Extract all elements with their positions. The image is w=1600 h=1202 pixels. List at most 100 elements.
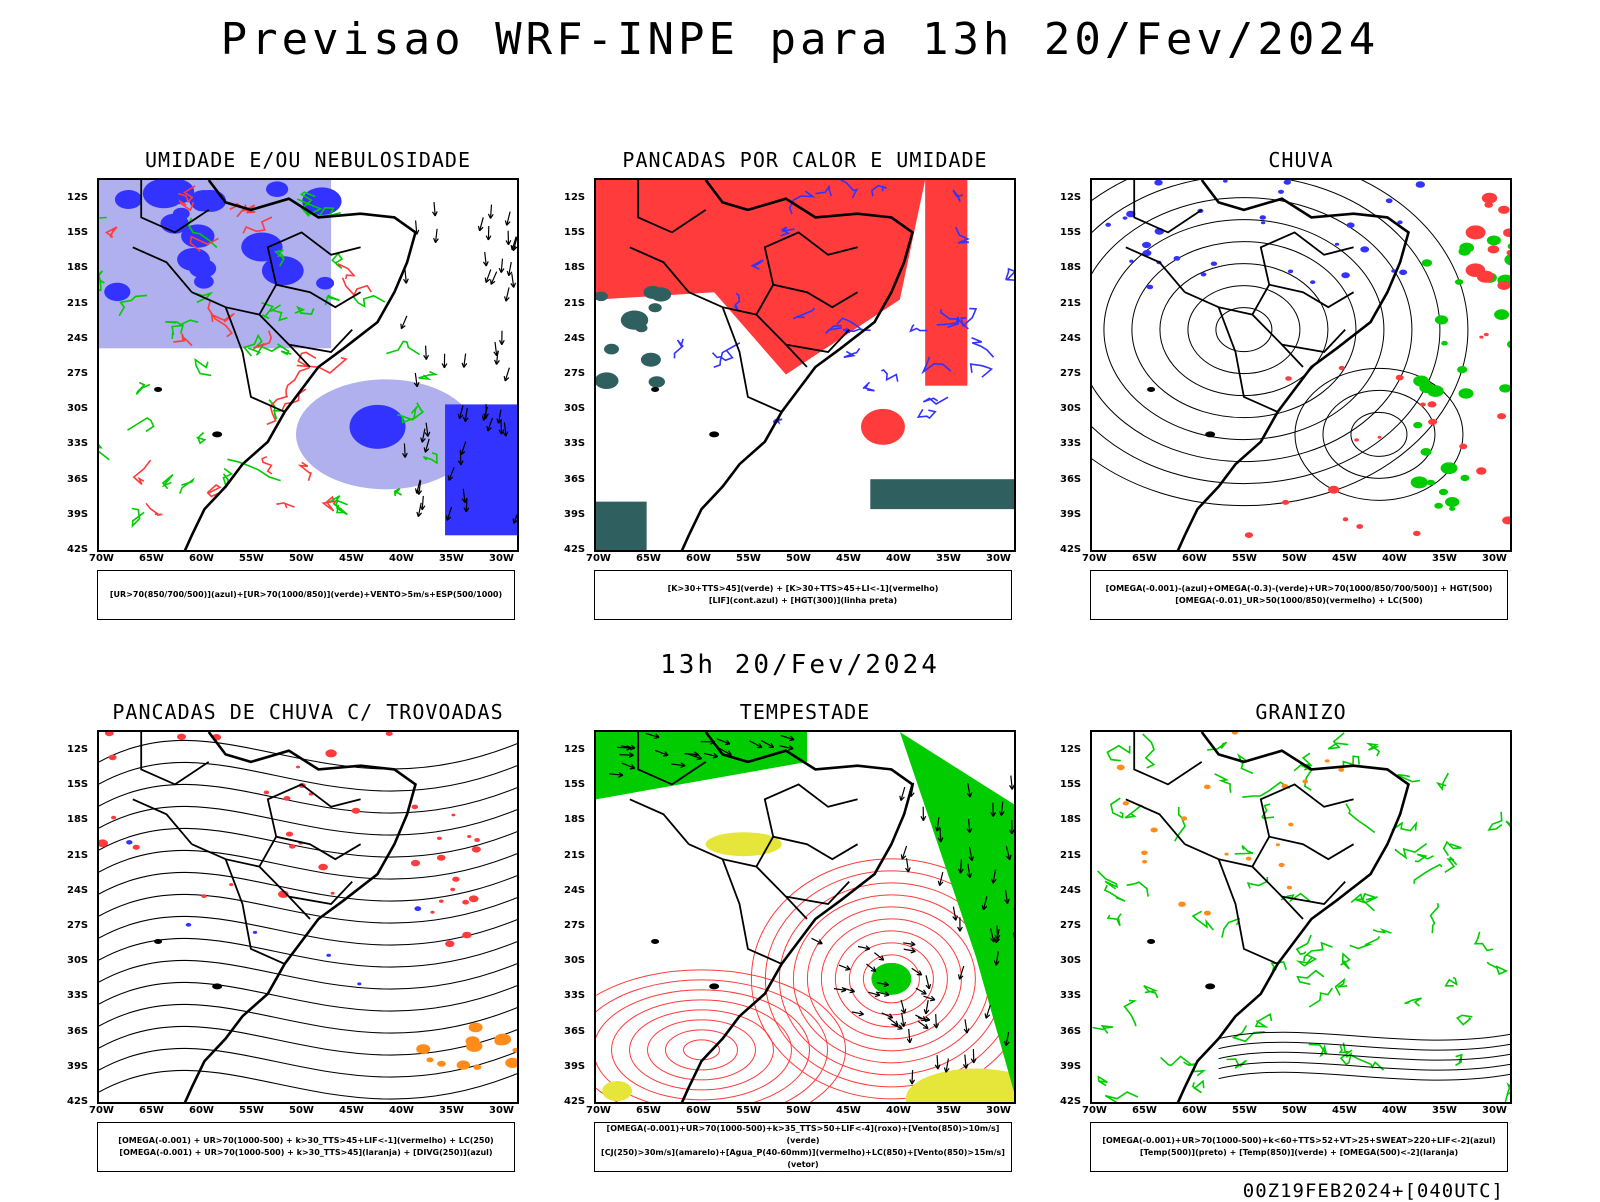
panel-title: CHUVA: [1090, 148, 1512, 172]
legend-line: [UR>70(850/700/500)](azul)+[UR>70(1000/8…: [98, 589, 514, 601]
legend-line: [OMEGA(-0.001)+UR>70(1000-500)+k>35_TTS>…: [595, 1123, 1011, 1147]
panel-legend: [OMEGA(-0.001)-(azul)+OMEGA(-0.3)-(verde…: [1090, 570, 1508, 620]
latitude-tick-label: 30S: [67, 403, 88, 414]
latitude-tick-label: 36S: [67, 474, 88, 485]
latitude-tick-label: 24S: [67, 333, 88, 344]
longitude-tick-label: 30W: [489, 1105, 514, 1116]
longitude-tick-label: 55W: [1232, 1105, 1257, 1116]
longitude-tick-label: 45W: [339, 553, 364, 564]
longitude-tick-label: 55W: [239, 1105, 264, 1116]
longitude-tick-label: 60W: [189, 553, 214, 564]
latitude-tick-label: 36S: [1060, 1026, 1081, 1037]
longitude-tick-label: 50W: [786, 553, 811, 564]
page-title: Previsao WRF-INPE para 13h 20/Fev/2024: [0, 14, 1600, 65]
panel-legend: [OMEGA(-0.001) + UR>70(1000-500) + k>30_…: [97, 1122, 515, 1172]
longitude-tick-label: 60W: [686, 553, 711, 564]
latitude-tick-label: 15S: [67, 779, 88, 790]
panel-legend: [UR>70(850/700/500)](azul)+[UR>70(1000/8…: [97, 570, 515, 620]
longitude-tick-label: 30W: [1482, 1105, 1507, 1116]
legend-line: [OMEGA(-0.001) + UR>70(1000-500) + k>30_…: [98, 1147, 514, 1159]
latitude-tick-label: 33S: [564, 990, 585, 1001]
legend-line: [LIF](cont.azul) + [HGT(300)](linha pret…: [595, 595, 1011, 607]
legend-line: [OMEGA(-0.01)_UR>50(1000/850)(vermelho) …: [1091, 595, 1507, 607]
latitude-tick-label: 12S: [67, 744, 88, 755]
latitude-tick-label: 21S: [1060, 298, 1081, 309]
longitude-tick-label: 30W: [986, 553, 1011, 564]
latitude-tick-label: 18S: [564, 814, 585, 825]
latitude-tick-label: 27S: [67, 920, 88, 931]
legend-line: [Temp(500)](preto) + [Temp(850)](verde) …: [1091, 1147, 1507, 1159]
latitude-tick-label: 33S: [67, 438, 88, 449]
longitude-tick-label: 40W: [1382, 1105, 1407, 1116]
panel-legend: [K>30+TTS>45](verde) + [K>30+TTS>45+LI<-…: [594, 570, 1012, 620]
latitude-tick-label: 24S: [564, 885, 585, 896]
panel-legend: [OMEGA(-0.001)+UR>70(1000-500)+k>35_TTS>…: [594, 1122, 1012, 1172]
weather-map: [97, 730, 519, 1104]
map-canvas: [99, 180, 519, 552]
longitude-tick-label: 40W: [886, 553, 911, 564]
longitude-tick-label: 50W: [289, 1105, 314, 1116]
latitude-tick-label: 21S: [1060, 850, 1081, 861]
longitude-tick-label: 65W: [1132, 1105, 1157, 1116]
longitude-tick-label: 50W: [786, 1105, 811, 1116]
longitude-tick-label: 35W: [936, 1105, 961, 1116]
legend-line: [OMEGA(-0.001)+UR>70(1000-500)+k<60+TTS>…: [1091, 1135, 1507, 1147]
latitude-tick-label: 39S: [1060, 1061, 1081, 1072]
longitude-tick-label: 45W: [836, 553, 861, 564]
longitude-tick-label: 45W: [1332, 1105, 1357, 1116]
weather-map: [1090, 730, 1512, 1104]
longitude-tick-label: 60W: [189, 1105, 214, 1116]
latitude-tick-label: 36S: [1060, 474, 1081, 485]
longitude-tick-label: 60W: [1182, 553, 1207, 564]
panel-legend: [OMEGA(-0.001)+UR>70(1000-500)+k<60+TTS>…: [1090, 1122, 1508, 1172]
latitude-tick-label: 12S: [1060, 192, 1081, 203]
longitude-tick-label: 35W: [1432, 1105, 1457, 1116]
longitude-tick-label: 60W: [686, 1105, 711, 1116]
latitude-tick-label: 42S: [67, 544, 88, 555]
latitude-tick-label: 18S: [1060, 262, 1081, 273]
latitude-tick-label: 33S: [1060, 990, 1081, 1001]
longitude-tick-label: 35W: [439, 553, 464, 564]
longitude-tick-label: 55W: [1232, 553, 1257, 564]
longitude-tick-label: 40W: [886, 1105, 911, 1116]
latitude-tick-label: 30S: [564, 955, 585, 966]
longitude-tick-label: 70W: [89, 1105, 114, 1116]
latitude-tick-label: 15S: [67, 227, 88, 238]
latitude-tick-label: 18S: [67, 262, 88, 273]
longitude-tick-label: 35W: [936, 553, 961, 564]
longitude-tick-label: 40W: [1382, 553, 1407, 564]
latitude-tick-label: 27S: [564, 368, 585, 379]
longitude-tick-label: 55W: [736, 1105, 761, 1116]
map-canvas: [596, 732, 1016, 1104]
latitude-tick-label: 12S: [564, 192, 585, 203]
longitude-tick-label: 65W: [1132, 553, 1157, 564]
map-canvas: [1092, 180, 1512, 552]
latitude-tick-label: 18S: [67, 814, 88, 825]
latitude-tick-label: 18S: [564, 262, 585, 273]
longitude-tick-label: 35W: [1432, 553, 1457, 564]
weather-map: [97, 178, 519, 552]
latitude-tick-label: 24S: [67, 885, 88, 896]
latitude-tick-label: 12S: [564, 744, 585, 755]
longitude-tick-label: 65W: [636, 1105, 661, 1116]
longitude-tick-label: 45W: [836, 1105, 861, 1116]
panel-title: UMIDADE E/OU NEBULOSIDADE: [97, 148, 519, 172]
legend-line: [OMEGA(-0.001) + UR>70(1000-500) + k>30_…: [98, 1135, 514, 1147]
longitude-tick-label: 65W: [636, 553, 661, 564]
longitude-tick-label: 40W: [389, 553, 414, 564]
longitude-tick-label: 30W: [489, 553, 514, 564]
latitude-tick-label: 21S: [67, 850, 88, 861]
longitude-tick-label: 70W: [586, 1105, 611, 1116]
latitude-tick-label: 21S: [564, 298, 585, 309]
latitude-tick-label: 33S: [564, 438, 585, 449]
latitude-tick-label: 12S: [67, 192, 88, 203]
latitude-tick-label: 39S: [1060, 509, 1081, 520]
latitude-tick-label: 27S: [1060, 368, 1081, 379]
latitude-tick-label: 42S: [564, 1096, 585, 1107]
latitude-tick-label: 21S: [67, 298, 88, 309]
map-canvas: [596, 180, 1016, 552]
latitude-tick-label: 27S: [564, 920, 585, 931]
longitude-tick-label: 30W: [986, 1105, 1011, 1116]
longitude-tick-label: 70W: [89, 553, 114, 564]
longitude-tick-label: 30W: [1482, 553, 1507, 564]
